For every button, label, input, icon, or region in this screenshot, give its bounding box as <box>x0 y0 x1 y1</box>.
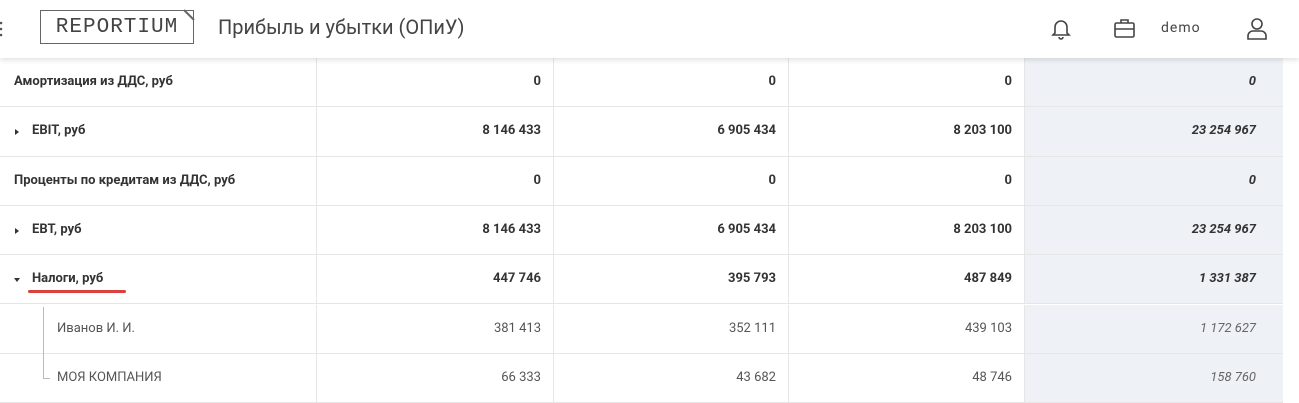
value-cell: 66 333 <box>316 353 553 403</box>
value-cell: 487 849 <box>788 255 1024 304</box>
table-row: EBT, руб 8 146 433 6 905 434 8 203 100 23 25… <box>0 205 1283 256</box>
total-cell: 23 254 967 <box>1024 107 1283 156</box>
value-cell: 381 413 <box>316 304 553 353</box>
value-cell: 8 146 433 <box>316 205 553 255</box>
logo[interactable]: REPORTIUM <box>40 10 194 44</box>
value-cell: 6 905 434 <box>553 107 788 156</box>
row-label: Налоги, руб <box>32 271 104 287</box>
header: REPORTIUM Прибыль и убытки (ОПиУ) demo <box>0 0 1299 58</box>
value-cell: 48 746 <box>788 353 1024 403</box>
row-label: Проценты по кредитам из ДДС, руб <box>14 172 236 188</box>
total-cell: 1 172 627 <box>1024 304 1283 353</box>
toggle-collapsed[interactable] <box>15 129 19 136</box>
value-cell: 352 111 <box>553 304 788 353</box>
value-cell: 0 <box>316 156 553 205</box>
value-cell: 0 <box>553 156 788 205</box>
value-cell: 395 793 <box>553 255 788 304</box>
highlight-underline <box>28 290 126 293</box>
table-row: МОЯ КОМПАНИЯ 66 333 43 682 48 746 158 760 <box>0 353 1283 403</box>
value-cell: 0 <box>553 58 788 107</box>
total-cell: 0 <box>1024 58 1283 107</box>
tree-line <box>43 378 50 379</box>
value-cell: 439 103 <box>788 304 1024 353</box>
row-label: EBT, руб <box>32 221 82 237</box>
user-name[interactable]: demo <box>1161 20 1201 36</box>
value-cell: 447 746 <box>316 255 553 304</box>
total-cell: 0 <box>1024 156 1283 205</box>
user-icon[interactable] <box>1245 16 1269 42</box>
value-cell: 6 905 434 <box>553 205 788 255</box>
table-row: Амортизация из ДДС, руб 0 0 0 0 <box>0 58 1283 108</box>
logo-corner <box>183 9 195 21</box>
value-cell: 8 203 100 <box>788 107 1024 156</box>
briefcase-icon[interactable] <box>1113 18 1137 40</box>
table-row: Проценты по кредитам из ДДС, руб 0 0 0 0 <box>0 156 1283 206</box>
total-cell: 23 254 967 <box>1024 205 1283 255</box>
bell-icon[interactable] <box>1050 17 1072 41</box>
table-row: Иванов И. И. 381 413 352 111 439 103 1 172 6… <box>0 304 1283 354</box>
value-cell: 43 682 <box>553 353 788 403</box>
total-cell: 158 760 <box>1024 353 1283 403</box>
tree-line <box>43 307 44 379</box>
value-cell: 0 <box>788 156 1024 205</box>
total-cell: 1 331 387 <box>1024 255 1283 304</box>
page-title: Прибыль и убытки (ОПиУ) <box>218 15 465 39</box>
table-row: EBIT, руб 8 146 433 6 905 434 8 203 100 23 2… <box>0 107 1283 157</box>
row-label: Амортизация из ДДС, руб <box>14 74 173 89</box>
table-row: Налоги, руб 447 746 395 793 487 849 1 331 38… <box>0 255 1283 305</box>
menu-dots[interactable] <box>0 20 4 38</box>
row-label: EBIT, руб <box>32 123 86 139</box>
toggle-expanded[interactable] <box>14 278 20 283</box>
value-cell: 8 146 433 <box>316 107 553 156</box>
value-cell: 0 <box>788 58 1024 107</box>
value-cell: 0 <box>316 58 553 107</box>
row-label: Иванов И. И. <box>57 320 135 336</box>
row-label: МОЯ КОМПАНИЯ <box>57 369 162 385</box>
toggle-collapsed[interactable] <box>15 227 19 234</box>
value-cell: 8 203 100 <box>788 205 1024 255</box>
